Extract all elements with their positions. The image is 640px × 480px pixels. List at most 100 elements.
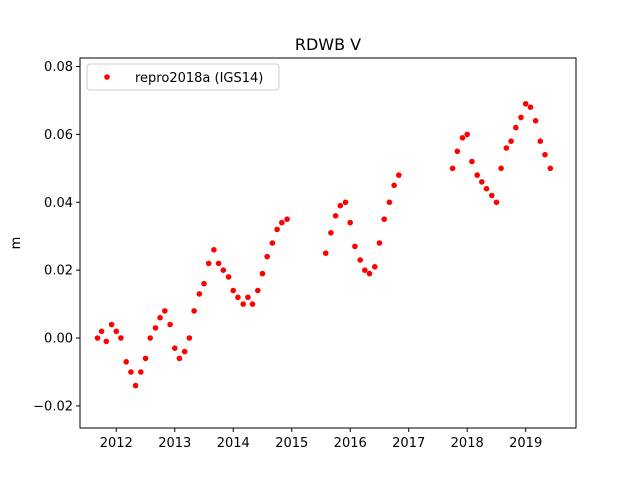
data-point [254,287,261,294]
data-point [513,124,519,131]
data-point [172,345,178,352]
data-point [372,264,378,270]
x-axis: 2012 2013 2014 2015 2016 2017 2018 2019 [100,428,542,451]
x-tick-label: 2016 [334,436,367,451]
y-tick-label: 0.08 [44,60,73,75]
y-tick-label: 0.02 [44,264,73,279]
data-point [211,247,217,253]
data-point [489,192,495,199]
data-point [98,328,105,335]
data-point [196,291,203,297]
data-point [498,165,504,172]
legend-box [86,63,280,91]
data-point [279,219,285,226]
data-point [508,138,514,144]
data-point [518,114,524,121]
data-point [259,270,266,277]
x-tick-label: 2013 [158,436,191,451]
data-point [362,267,368,274]
data-point [469,158,475,165]
data-point [396,172,402,178]
data-point [94,335,101,341]
data-point [493,199,500,206]
data-point [162,308,168,314]
data-point [337,202,344,209]
x-tick-label: 2019 [509,436,542,451]
data-point [386,199,393,206]
data-point [366,270,373,277]
data-point [328,230,334,236]
data-point [113,328,120,335]
data-point [103,338,110,345]
data-point [138,369,144,375]
data-point [483,185,490,192]
data-point [142,355,149,362]
data-point [547,165,554,172]
legend-label: repro2018a (IGS14) [135,71,263,86]
data-point [230,287,236,294]
data-point [284,216,290,222]
data-point [181,348,188,355]
data-points [94,101,554,389]
data-point [157,314,163,321]
data-point [152,325,159,331]
y-tick-label: 0.00 [44,332,73,347]
data-point [235,294,241,301]
y-tick-label: −0.02 [33,399,73,414]
data-point [205,260,212,267]
data-point [249,301,256,307]
data-point [108,321,115,328]
y-axis: −0.02 0.00 0.02 0.04 0.06 0.08 [33,60,80,414]
data-point [186,335,193,341]
data-point [128,369,134,375]
data-point [537,138,544,144]
data-point [201,280,207,287]
x-tick-label: 2018 [451,436,484,451]
data-point [215,260,222,267]
data-point [347,219,354,226]
data-point [522,101,529,107]
data-point [220,267,227,274]
legend-marker [104,74,110,80]
data-point [342,199,349,206]
data-point [322,250,329,256]
data-point [357,257,364,263]
data-point [532,118,539,124]
y-tick-label: 0.06 [44,128,73,143]
data-point [240,301,246,307]
data-point [332,213,339,219]
data-point [459,135,466,141]
data-point [167,321,173,328]
data-point [274,226,280,233]
x-tick-label: 2014 [217,436,250,451]
data-point [269,240,276,246]
x-tick-label: 2017 [392,436,425,451]
data-point [391,182,397,189]
plot-frame [79,57,577,429]
x-tick-label: 2015 [275,436,308,451]
data-point [123,359,129,365]
data-point [474,172,481,178]
data-point [225,274,232,280]
data-point [118,335,124,341]
data-point [449,165,456,172]
data-point [527,104,534,110]
y-tick-label: 0.04 [44,196,73,211]
data-point [352,243,358,250]
data-point [503,145,510,151]
data-point [479,179,485,185]
data-point [454,148,461,155]
x-tick-label: 2012 [100,436,133,451]
data-point [542,151,548,158]
data-point [176,355,183,362]
data-point [464,131,471,138]
legend: repro2018a (IGS14) [86,63,280,91]
data-point [381,216,388,222]
data-point [147,335,153,341]
data-point [264,253,271,260]
data-point [132,382,139,389]
data-point [191,308,197,314]
y-axis-label: m [9,237,24,250]
data-point [376,240,383,246]
